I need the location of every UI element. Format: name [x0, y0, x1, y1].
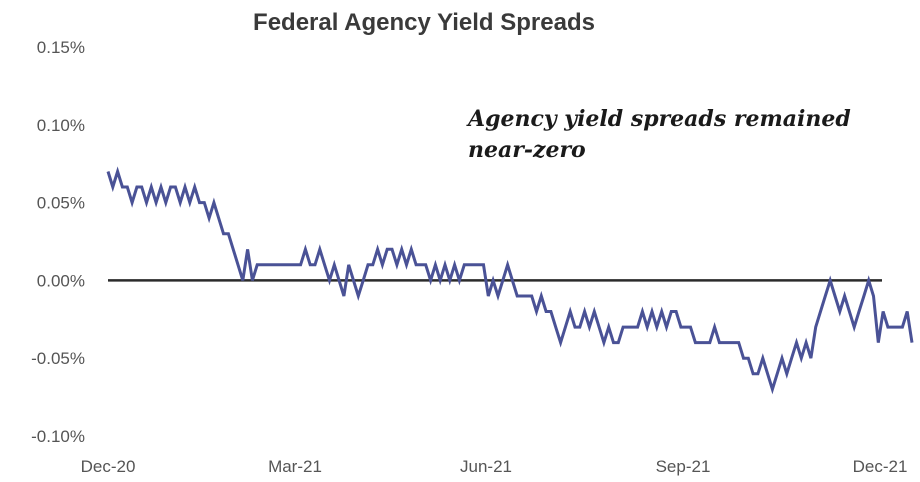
series-line — [106, 166, 914, 395]
annotation-line-1: Agency yield spreads remained — [466, 106, 851, 132]
y-tick-label: 0.15% — [37, 38, 85, 57]
y-tick-label: 0.10% — [37, 116, 85, 135]
y-tick-label: -0.05% — [31, 349, 85, 368]
y-tick-label: -0.10% — [31, 427, 85, 446]
x-tick-label: Dec-20 — [81, 457, 136, 476]
x-axis: Dec-20 Mar-21 Jun-21 Sep-21 Dec-21 — [81, 457, 908, 476]
series-layer — [106, 166, 914, 395]
x-tick-label: Jun-21 — [460, 457, 512, 476]
x-tick-label: Dec-21 — [853, 457, 908, 476]
annotation-line-2: near-zero — [468, 137, 586, 163]
x-tick-label: Mar-21 — [268, 457, 322, 476]
y-tick-label: 0.00% — [37, 271, 85, 290]
y-axis: 0.15% 0.10% 0.05% 0.00% -0.05% -0.10% — [31, 38, 85, 446]
chart-title: Federal Agency Yield Spreads — [253, 9, 595, 36]
x-tick-label: Sep-21 — [656, 457, 711, 476]
y-tick-label: 0.05% — [37, 194, 85, 213]
